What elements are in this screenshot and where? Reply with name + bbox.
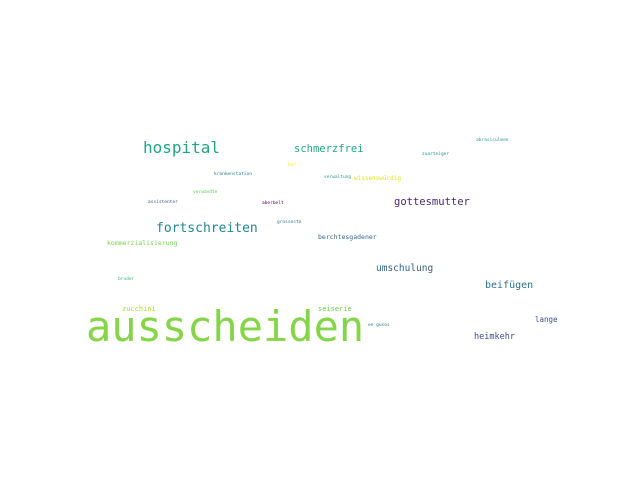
word-kommerzialisierung: kommerzialisierung xyxy=(107,239,178,247)
word-zuarteiger: zuarteiger xyxy=(422,152,450,157)
word-bur: bur xyxy=(288,163,297,168)
word-assistenter: assistenter xyxy=(148,200,178,205)
word-seiserie: seiserie xyxy=(318,305,352,313)
word-abrasiculmen: abrasiculmen xyxy=(476,138,509,143)
word-umschulung: umschulung xyxy=(376,263,434,274)
word-heimkehr: heimkehr xyxy=(474,332,515,342)
word-en-gusos: en gusos xyxy=(368,323,390,328)
word-grosseste: grosseste xyxy=(277,220,302,225)
word-verwaltung: verwaltung xyxy=(324,175,352,180)
word-fortschreiten: fortschreiten xyxy=(156,221,258,236)
word-aberbelt: aberbelt xyxy=(262,201,284,206)
word-hospital: hospital xyxy=(143,138,221,157)
word-beifuegen: beifügen xyxy=(485,280,534,291)
word-wissenswuerdig: wissenswürdig xyxy=(354,175,401,182)
word-berchtesgadener: berchtesgadener xyxy=(318,233,377,241)
word-lange: lange xyxy=(535,315,558,324)
word-gottesmutter: gottesmutter xyxy=(394,196,470,208)
word-schmerzfrei: schmerzfrei xyxy=(294,143,364,155)
word-zucchini: zucchini xyxy=(122,305,156,313)
word-ausscheiden: ausscheiden xyxy=(86,302,365,351)
word-krankenstation: krankenstation xyxy=(214,172,252,177)
word-bruder: bruder xyxy=(118,277,135,282)
word-verwandte: verwandte xyxy=(193,190,218,195)
